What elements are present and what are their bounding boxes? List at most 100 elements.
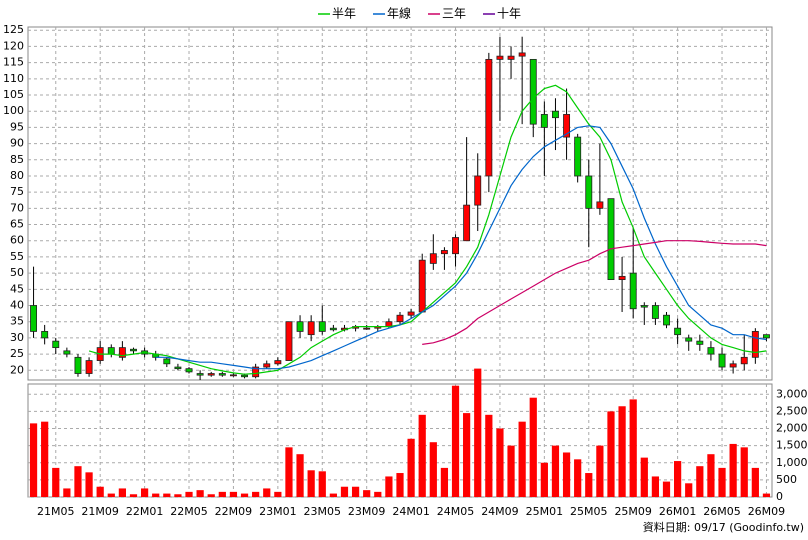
volume-bar [207,494,215,497]
volume-bar [440,467,449,497]
volume-bar [662,481,671,497]
candle-body [574,136,582,177]
volume-bar [429,442,437,497]
candle-body [618,275,626,281]
candle-body [41,331,49,339]
candle-body [496,55,504,60]
legend-label: 年線 [387,6,411,21]
volume-bar [629,399,637,497]
volume-bar [374,491,382,497]
y-tick-label: 95 [10,120,24,133]
volume-bar [385,476,393,497]
volume-bar [574,459,582,497]
volume-bar [274,491,282,497]
candle-body [174,366,182,370]
candle-body [418,259,426,313]
candle-body [507,55,515,60]
volume-bar [41,421,49,497]
volume-bar [474,368,482,497]
volume-bar [329,493,337,497]
volume-bar [674,461,682,497]
candle-body [685,337,693,342]
y2-tick-label: 1,500 [776,439,808,452]
candle-body [285,321,293,361]
x-tick-label: 25M09 [614,505,652,518]
y-tick-label: 30 [10,331,24,344]
volume-bar [318,471,326,497]
volume-bar [52,467,60,497]
y2-tick-label: 2,500 [776,404,808,417]
volume-bar [340,486,349,497]
y-tick-label: 65 [10,218,24,231]
volume-bar [63,488,71,497]
y-tick-label: 25 [10,347,24,360]
candle-body [63,350,71,355]
candle-body [663,314,670,326]
candle-body [518,52,526,57]
x-tick-label: 21M05 [37,505,75,518]
volume-bar [729,443,737,497]
candle-body [463,204,471,242]
candle-body [452,237,459,255]
candle-body [307,321,315,336]
volume-bar [496,428,504,497]
volume-bar [707,454,715,497]
volume-bar [85,472,93,497]
volume-bar [296,454,304,497]
x-tick-label: 25M05 [570,505,608,518]
candle-body [263,363,271,368]
volume-bar [263,488,271,497]
candle-body [540,114,548,128]
volume-bar [229,491,238,497]
legend-label: 半年 [332,7,356,21]
volume-bar [140,488,149,497]
volume-bar [618,406,626,497]
volume-bar [107,493,115,497]
volume-bar [540,462,548,497]
candle-body [30,305,38,332]
candle-body [596,201,604,209]
candle-body [118,347,126,358]
candle-body [563,114,571,138]
candle-body [252,366,260,378]
candle-body [318,321,326,332]
y-tick-label: 105 [3,88,24,101]
x-tick-label: 22M05 [170,505,208,518]
volume-bar [651,476,660,497]
x-tick-label: 23M01 [259,505,297,518]
candle-body [629,272,637,310]
volume-bar [152,493,160,497]
x-tick-label: 22M09 [215,505,253,518]
volume-bar [451,385,460,497]
x-tick-label: 26M05 [703,505,741,518]
candle-body [474,175,482,206]
volume-bar [718,467,726,497]
candle-body [640,305,648,308]
candle-body [607,198,615,281]
volume-bar [463,413,471,497]
x-tick-label: 23M09 [348,505,386,518]
candle-body [718,353,726,368]
candle-body [651,305,659,319]
candle-body [740,356,748,365]
candle-body [207,373,215,376]
volume-bar [285,447,293,497]
candle-body [85,360,93,374]
candle-body [674,327,682,336]
price-frame [27,26,773,381]
x-tick-label: 24M01 [392,505,430,518]
candle-body [396,314,404,323]
y-tick-label: 115 [3,56,24,69]
volume-bar [129,494,138,497]
candle-body [274,360,282,365]
volume-bar [163,493,171,497]
volume-bar [485,414,493,497]
y-tick-label: 55 [10,250,24,263]
y-tick-label: 80 [10,169,24,182]
volume-bar [640,457,648,497]
candle-body [185,368,193,373]
candle-body [329,327,337,331]
volume-bar [29,423,38,497]
candle-body [196,373,204,376]
